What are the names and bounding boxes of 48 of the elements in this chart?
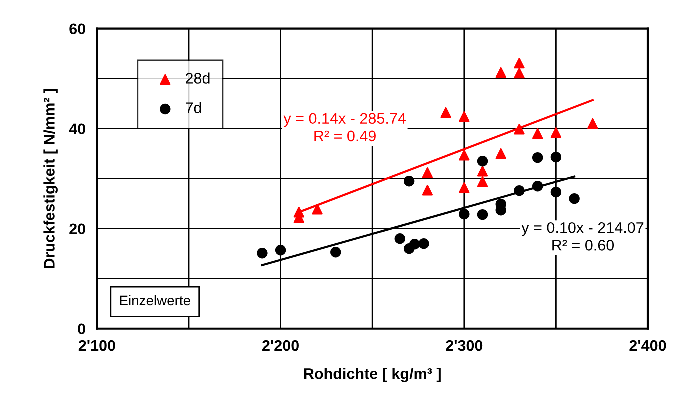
point	[588, 118, 598, 130]
point	[514, 58, 525, 69]
point	[532, 128, 544, 140]
annotation: Einzelwerte	[120, 295, 190, 306]
point	[532, 180, 544, 192]
point	[459, 150, 470, 161]
x-axis-title: Rohdichte [ kg/m³ ]	[304, 368, 441, 382]
point	[440, 107, 452, 118]
y-tick-label: 0	[78, 324, 86, 335]
point	[312, 204, 323, 215]
point	[418, 238, 430, 250]
y-axis-title: Druckfestigkeit [ N/mm² ]	[44, 89, 58, 268]
point	[275, 245, 286, 256]
point	[422, 184, 434, 196]
y-tick-label: 60	[70, 24, 86, 35]
point	[514, 185, 525, 196]
y-tick-label: 40	[69, 124, 86, 135]
point	[477, 209, 488, 220]
point	[477, 166, 488, 177]
point	[459, 182, 470, 194]
point	[330, 247, 342, 258]
legend-label: 7d	[186, 102, 202, 114]
annotation: y = 0.14x - 285.74 R² = 0.49	[284, 113, 406, 142]
x-tick-label: 2'300	[446, 340, 483, 352]
point	[550, 152, 562, 163]
point	[422, 167, 434, 178]
point	[550, 127, 562, 138]
point	[550, 186, 562, 198]
y-tick-label: 20	[70, 224, 86, 235]
legend-label: 28d	[186, 72, 210, 84]
x-tick-label: 2'200	[262, 340, 299, 352]
point	[496, 148, 506, 160]
point	[569, 193, 580, 204]
point	[404, 176, 415, 187]
annotation: y = 0.10x - 214.07 R² = 0.60	[522, 222, 644, 251]
point	[257, 248, 268, 259]
x-tick-label: 2'100	[78, 340, 116, 352]
point	[477, 156, 488, 167]
point	[394, 233, 406, 244]
point	[514, 68, 525, 79]
x-tick-label: 2'400	[630, 340, 666, 352]
point	[496, 67, 506, 78]
point	[477, 176, 488, 188]
point	[532, 152, 544, 164]
point	[514, 124, 525, 135]
point	[459, 111, 470, 122]
point	[459, 208, 470, 220]
point	[409, 238, 420, 250]
